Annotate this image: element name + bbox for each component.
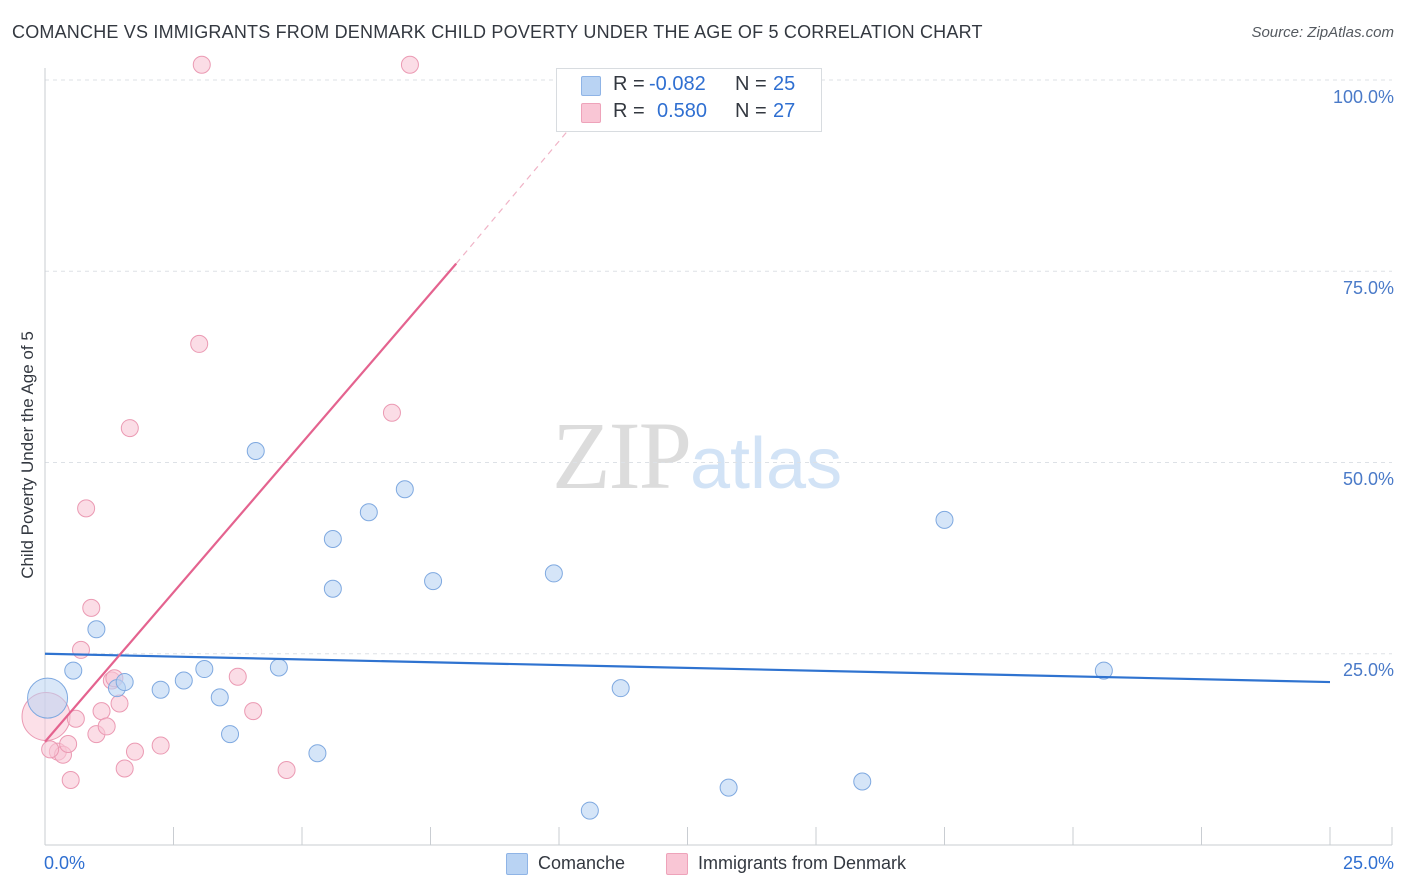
comanche-point xyxy=(580,801,599,820)
comanche-point xyxy=(719,778,738,797)
comanche-points xyxy=(27,442,1113,820)
comanche-point xyxy=(221,725,240,744)
axes xyxy=(44,68,1393,846)
x-tick-label-25: 25.0% xyxy=(1342,853,1394,873)
y-tick-label-50: 50.0% xyxy=(1342,469,1394,489)
denmark-point xyxy=(110,694,129,713)
denmark-point xyxy=(77,499,96,518)
denmark-point xyxy=(228,667,247,686)
comanche-point xyxy=(853,772,872,791)
comanche-point xyxy=(195,660,214,679)
comanche-point xyxy=(1094,661,1113,680)
x-tick-label-0: 0.0% xyxy=(44,853,86,873)
comanche-point xyxy=(64,661,83,680)
comanche-point xyxy=(323,530,342,548)
n-label: N = xyxy=(735,73,767,95)
denmark-point xyxy=(115,759,134,778)
n-value: 25 xyxy=(773,73,796,95)
watermark-atlas: atlas xyxy=(690,424,843,504)
denmark-point xyxy=(59,735,78,754)
correlation-legend: R = -0.082 N = 25 R = 0.580 N = 27 xyxy=(556,68,822,132)
comanche-point xyxy=(424,572,443,591)
y-tick-label-100: 100.0% xyxy=(1332,87,1394,107)
denmark-point xyxy=(61,770,80,789)
denmark-point xyxy=(192,55,211,74)
r-value: -0.082 xyxy=(649,73,706,95)
comanche-point xyxy=(308,744,327,763)
denmark-point xyxy=(71,640,90,659)
comanche-point xyxy=(151,680,170,699)
legend-label-comanche: Comanche xyxy=(538,853,626,873)
comanche-point xyxy=(27,677,69,719)
denmark-point xyxy=(277,761,296,780)
comanche-point xyxy=(611,679,630,698)
denmark-trend-line xyxy=(44,262,458,743)
comanche-point xyxy=(544,564,563,583)
n-label: N = xyxy=(735,100,767,122)
legend-label-denmark: Immigrants from Denmark xyxy=(698,853,907,873)
watermark-zip: ZIP xyxy=(552,402,692,509)
denmark-point xyxy=(82,598,101,617)
comanche-point xyxy=(323,579,342,598)
comanche-point xyxy=(269,658,288,677)
denmark-point xyxy=(92,702,111,721)
denmark-point xyxy=(97,717,116,736)
comanche-point xyxy=(395,480,414,499)
denmark-point xyxy=(120,419,139,438)
y-axis-title: Child Poverty Under the Age of 5 xyxy=(18,331,37,579)
comanche-point xyxy=(115,673,134,692)
source-label: Source: ZipAtlas.com xyxy=(1251,24,1394,41)
denmark-point xyxy=(125,742,144,761)
denmark-point xyxy=(41,740,60,759)
denmark-point xyxy=(151,736,170,755)
comanche-point xyxy=(210,688,229,707)
denmark-point xyxy=(244,702,263,721)
denmark-point xyxy=(190,334,209,353)
grid-lines xyxy=(45,79,1392,655)
r-label: R = xyxy=(613,100,645,122)
denmark-points xyxy=(21,55,419,789)
comanche-point xyxy=(935,510,954,529)
r-label: R = xyxy=(613,73,645,95)
comanche-point xyxy=(174,671,193,690)
comanche-swatch xyxy=(581,76,601,96)
y-tick-label-25: 25.0% xyxy=(1342,660,1394,680)
trend-lines xyxy=(44,79,1331,743)
watermark: ZIPatlas xyxy=(552,400,842,511)
denmark-point xyxy=(382,403,401,422)
denmark-point xyxy=(66,709,85,728)
comanche-trend-line xyxy=(44,652,1331,684)
chart-title: COMANCHE VS IMMIGRANTS FROM DENMARK CHIL… xyxy=(12,22,983,42)
denmark-swatch xyxy=(666,853,688,875)
denmark-point xyxy=(400,55,419,74)
comanche-point xyxy=(359,503,378,522)
comanche-swatch xyxy=(506,853,528,875)
n-value: 27 xyxy=(773,100,796,122)
y-tick-label-75: 75.0% xyxy=(1342,278,1394,298)
comanche-point xyxy=(87,620,106,639)
denmark-swatch xyxy=(581,103,601,123)
comanche-point xyxy=(246,442,265,461)
r-value: 0.580 xyxy=(657,100,708,122)
